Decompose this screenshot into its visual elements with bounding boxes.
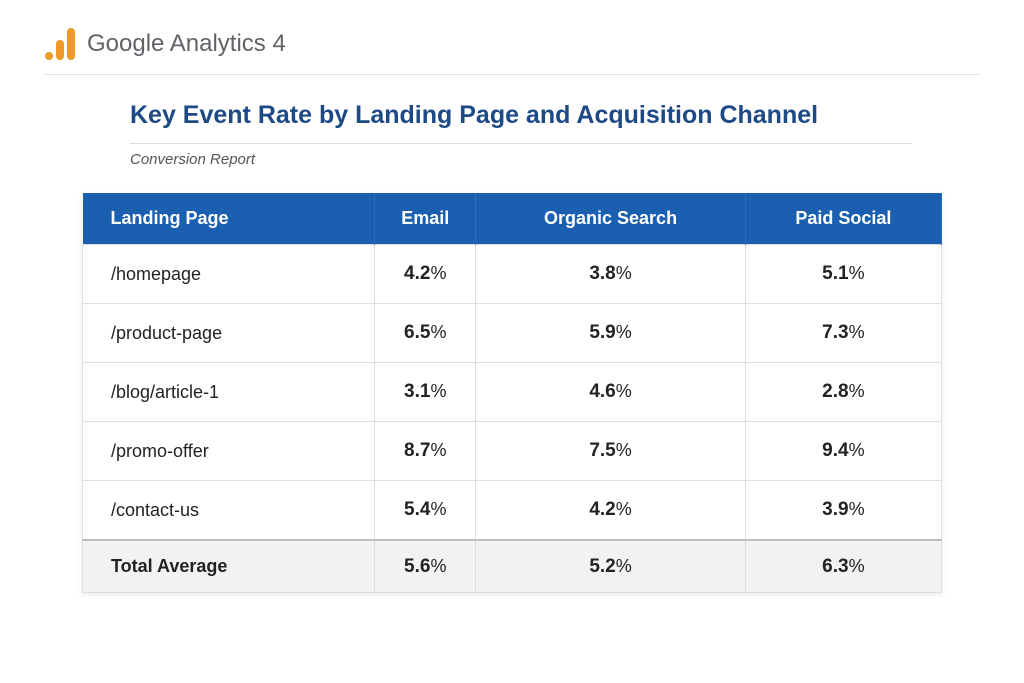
rate-cell: 5.9% bbox=[475, 303, 746, 363]
report-subtitle: Conversion Report bbox=[130, 151, 256, 168]
landing-page-cell: /blog/article-1 bbox=[81, 362, 376, 422]
landing-page-cell: /homepage bbox=[81, 244, 376, 304]
rate-cell: 4.6% bbox=[475, 362, 746, 422]
column-header[interactable]: Paid Social bbox=[745, 193, 943, 245]
rate-value: 5.4 bbox=[404, 499, 431, 520]
rate-unit: % bbox=[848, 263, 865, 283]
rate-cell: 5.4% bbox=[374, 480, 477, 541]
rate-unit: % bbox=[615, 263, 632, 283]
rate-value: 5.2 bbox=[589, 555, 616, 577]
rate-value: 5.6 bbox=[404, 555, 431, 577]
landing-page-cell: /product-page bbox=[81, 303, 376, 363]
rate-value: 2.8 bbox=[822, 381, 849, 402]
rate-unit: % bbox=[430, 322, 447, 342]
brand-header: Google Analytics 4 bbox=[45, 28, 286, 60]
header-divider bbox=[45, 74, 980, 75]
rate-unit: % bbox=[430, 555, 447, 576]
rate-unit: % bbox=[848, 322, 865, 342]
rate-unit: % bbox=[430, 381, 447, 401]
rate-value: 3.8 bbox=[589, 263, 616, 284]
title-divider bbox=[130, 143, 912, 144]
table-header-row: Landing Page Email Organic Search Paid Soci… bbox=[82, 193, 943, 245]
rate-value: 5.9 bbox=[589, 322, 616, 343]
rate-value: 6.5 bbox=[404, 322, 431, 343]
rate-cell: 4.2% bbox=[374, 244, 477, 304]
rate-unit: % bbox=[430, 440, 447, 460]
rate-cell: 4.2% bbox=[475, 480, 746, 541]
rate-cell: 3.1% bbox=[374, 362, 477, 422]
total-row: Total Average 5.6% 5.2% 6.3% bbox=[81, 539, 943, 593]
landing-page-cell: Total Average bbox=[81, 539, 376, 593]
rate-cell: 7.3% bbox=[744, 303, 943, 363]
rate-unit: % bbox=[848, 381, 865, 401]
table-row: /promo-offer 8.7% 7.5% 9.4% bbox=[81, 421, 943, 481]
rate-value: 3.1 bbox=[404, 381, 431, 402]
landing-page-cell: /promo-offer bbox=[81, 421, 376, 481]
rate-unit: % bbox=[615, 440, 632, 460]
rate-value: 9.4 bbox=[822, 440, 849, 461]
rate-value: 7.3 bbox=[822, 322, 849, 343]
rate-cell: 8.7% bbox=[374, 421, 477, 481]
rate-cell: 3.8% bbox=[475, 244, 746, 304]
rate-unit: % bbox=[430, 499, 447, 519]
rate-value: 4.2 bbox=[589, 499, 616, 520]
table-row: /homepage 4.2% 3.8% 5.1% bbox=[81, 244, 943, 304]
rate-cell: 3.9% bbox=[744, 480, 943, 541]
rate-value: 5.1 bbox=[822, 263, 849, 284]
brand-name: Google Analytics 4 bbox=[87, 30, 286, 57]
rate-cell: 5.1% bbox=[744, 244, 943, 304]
rate-value: 6.3 bbox=[822, 555, 849, 577]
rate-cell: 7.5% bbox=[475, 421, 746, 481]
key-event-rate-table: Landing Page Email Organic Search Paid Soci… bbox=[81, 193, 943, 593]
rate-value: 4.2 bbox=[404, 263, 431, 284]
rate-cell: 6.5% bbox=[374, 303, 477, 363]
rate-unit: % bbox=[615, 499, 632, 519]
table-row: /product-page 6.5% 5.9% 7.3% bbox=[81, 303, 943, 363]
report-title: Key Event Rate by Landing Page and Acqui… bbox=[130, 101, 819, 129]
rate-unit: % bbox=[848, 555, 865, 576]
rate-cell: 9.4% bbox=[744, 421, 943, 481]
column-header[interactable]: Email bbox=[374, 193, 477, 245]
column-header[interactable]: Landing Page bbox=[82, 193, 376, 245]
rate-cell: 5.6% bbox=[374, 539, 477, 593]
landing-page-cell: /contact-us bbox=[81, 480, 376, 541]
rate-unit: % bbox=[615, 322, 632, 342]
rate-value: 3.9 bbox=[822, 499, 849, 520]
rate-cell: 5.2% bbox=[475, 539, 746, 593]
column-header[interactable]: Organic Search bbox=[475, 193, 746, 245]
table-row: /contact-us 5.4% 4.2% 3.9% bbox=[81, 480, 943, 541]
rate-cell: 2.8% bbox=[744, 362, 943, 422]
rate-value: 4.6 bbox=[589, 381, 616, 402]
rate-unit: % bbox=[430, 263, 447, 283]
rate-unit: % bbox=[615, 381, 632, 401]
rate-value: 8.7 bbox=[404, 440, 431, 461]
analytics-logo-icon bbox=[45, 28, 75, 60]
rate-unit: % bbox=[848, 499, 865, 519]
rate-value: 7.5 bbox=[589, 440, 616, 461]
rate-unit: % bbox=[848, 440, 865, 460]
rate-unit: % bbox=[615, 555, 632, 576]
table-row: /blog/article-1 3.1% 4.6% 2.8% bbox=[81, 362, 943, 422]
rate-cell: 6.3% bbox=[744, 539, 943, 593]
